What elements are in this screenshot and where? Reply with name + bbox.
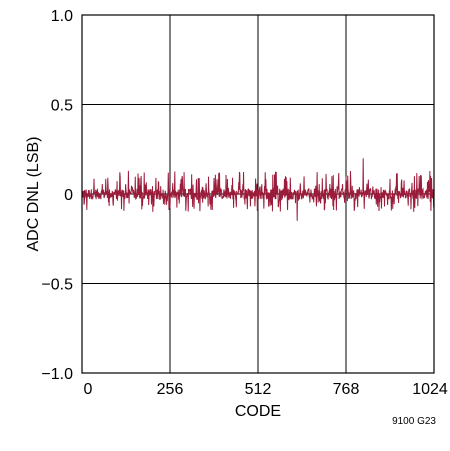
dnl-series xyxy=(81,158,435,221)
y-tick-label: −0.5 xyxy=(41,277,73,294)
x-tick-label: 512 xyxy=(245,381,272,398)
x-tick-label: 1024 xyxy=(412,381,448,398)
y-tick-label: 0 xyxy=(64,187,73,204)
plot-frame xyxy=(81,14,435,374)
y-tick-label: −1.0 xyxy=(41,366,73,383)
x-tick-label: 256 xyxy=(157,381,184,398)
y-axis-label: ADC DNL (LSB) xyxy=(25,137,42,252)
x-tick-label: 0 xyxy=(84,381,93,398)
x-axis-label: CODE xyxy=(235,403,281,420)
y-tick-label: 1.0 xyxy=(51,8,73,25)
figure-id: 9100 G23 xyxy=(392,416,436,427)
y-tick-labels: −1.0 −0.5 0 0.5 1.0 xyxy=(41,8,73,383)
x-tick-label: 768 xyxy=(333,381,360,398)
y-tick-label: 0.5 xyxy=(51,98,73,115)
x-tick-labels: 0 256 512 768 1024 xyxy=(84,381,448,398)
dnl-trace xyxy=(81,158,435,221)
